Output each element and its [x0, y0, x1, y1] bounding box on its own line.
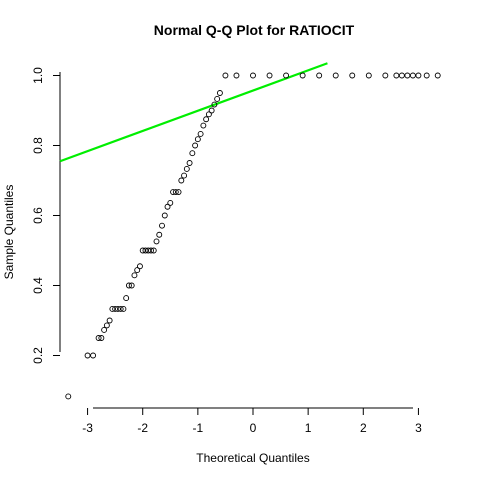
- data-point: [95, 335, 102, 341]
- data-point: [164, 203, 171, 210]
- data-point: [332, 72, 339, 79]
- x-axis-ticks: -3 -2 -1 0 1 2 3: [82, 408, 422, 435]
- data-point: [203, 116, 210, 123]
- data-point: [98, 335, 105, 341]
- data-point: [208, 107, 215, 114]
- data-point: [423, 72, 430, 79]
- data-point: [125, 282, 132, 289]
- data-point: [183, 165, 190, 172]
- data-point: [316, 72, 323, 79]
- data-point: [103, 322, 110, 329]
- data-point: [114, 306, 121, 312]
- data-point: [186, 160, 193, 166]
- x-tick-label: -1: [193, 421, 204, 435]
- data-point: [211, 101, 218, 108]
- data-point: [101, 327, 108, 333]
- reference-line-layer: [59, 62, 328, 163]
- y-axis-label: Sample Quantiles: [2, 185, 16, 280]
- data-point: [167, 199, 174, 206]
- data-point: [365, 72, 372, 79]
- data-point: [283, 72, 290, 79]
- data-point: [192, 142, 199, 149]
- data-point: [233, 72, 240, 79]
- y-tick-label: 0.6: [31, 207, 45, 224]
- data-point: [106, 317, 113, 324]
- y-axis-ticks: 0.2 0.4 0.6 0.8 1.0: [31, 67, 60, 364]
- data-point: [434, 72, 441, 79]
- data-point: [112, 306, 119, 312]
- data-point: [139, 247, 146, 254]
- data-point: [150, 247, 157, 254]
- data-point: [200, 122, 207, 129]
- data-point: [156, 231, 163, 238]
- data-point: [266, 72, 273, 79]
- data-point: [134, 267, 141, 274]
- data-point: [128, 282, 135, 289]
- data-point: [299, 72, 306, 79]
- data-point: [409, 72, 416, 79]
- data-point: [382, 72, 389, 79]
- y-tick-label: 0.8: [31, 137, 45, 154]
- data-point: [117, 306, 124, 312]
- data-point: [415, 72, 422, 79]
- data-point: [172, 189, 179, 196]
- data-point: [65, 393, 72, 400]
- data-point: [250, 72, 256, 79]
- data-point: [222, 72, 229, 79]
- data-point: [137, 263, 143, 270]
- data-point: [170, 189, 176, 196]
- data-point: [84, 352, 91, 359]
- data-point: [123, 295, 130, 302]
- data-point: [131, 272, 138, 279]
- data-point: [175, 189, 182, 196]
- x-tick-label: 0: [250, 421, 257, 435]
- data-point: [120, 306, 127, 312]
- x-tick-label: 2: [360, 421, 367, 435]
- data-point: [194, 136, 201, 143]
- data-point: [178, 177, 185, 184]
- data-point: [159, 222, 165, 229]
- x-axis-label: Theoretical Quantiles: [196, 451, 309, 465]
- data-point: [181, 172, 188, 179]
- data-point: [142, 247, 149, 254]
- data-point: [153, 238, 160, 245]
- y-tick-label: 0.2: [31, 347, 45, 364]
- data-point: [214, 95, 221, 102]
- data-point: [205, 111, 212, 118]
- data-point: [189, 150, 196, 157]
- data-point: [404, 72, 411, 79]
- x-tick-label: 1: [305, 421, 312, 435]
- y-tick-label: 1.0: [31, 67, 45, 84]
- data-point: [90, 352, 97, 359]
- x-tick-label: 3: [415, 421, 422, 435]
- data-point: [197, 130, 204, 137]
- data-points: [65, 72, 441, 400]
- qq-reference-line: [59, 62, 328, 163]
- x-tick-label: -2: [137, 421, 148, 435]
- data-point: [109, 306, 116, 312]
- data-point: [393, 72, 400, 79]
- chart-title: Normal Q-Q Plot for RATIOCIT: [154, 22, 355, 38]
- y-tick-label: 0.4: [31, 277, 45, 294]
- data-point: [398, 72, 405, 79]
- data-point: [161, 212, 168, 219]
- data-point: [145, 247, 152, 254]
- x-tick-label: -3: [82, 421, 93, 435]
- data-point: [216, 90, 223, 96]
- data-point: [349, 72, 356, 79]
- data-point: [148, 247, 154, 254]
